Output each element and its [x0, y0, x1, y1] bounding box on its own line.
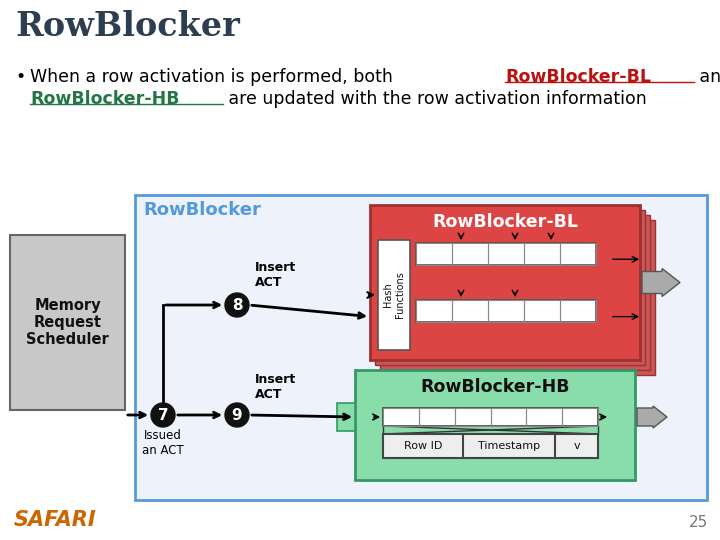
Bar	[454, 408, 490, 426]
Text: 9: 9	[232, 408, 243, 422]
Text: RowBlocker: RowBlocker	[143, 201, 261, 219]
Text: •: •	[15, 68, 25, 86]
Text: SAFARI: SAFARI	[14, 510, 96, 530]
Bar	[416, 300, 596, 322]
Text: RowBlocker-HB: RowBlocker-HB	[420, 378, 570, 396]
FancyArrow shape	[637, 406, 667, 428]
Text: Memory
Request
Scheduler: Memory Request Scheduler	[26, 298, 109, 347]
Bar	[135, 195, 707, 500]
Bar	[419, 408, 454, 426]
Circle shape	[225, 403, 249, 427]
Bar	[337, 403, 355, 431]
Bar	[490, 408, 526, 426]
Text: Timestamp: Timestamp	[477, 441, 540, 451]
Text: Insert
ACT: Insert ACT	[255, 261, 296, 289]
Bar	[488, 300, 524, 322]
Text: are updated with the row activation information: are updated with the row activation info…	[223, 90, 647, 108]
Bar	[452, 300, 488, 322]
Bar	[10, 235, 125, 410]
Text: 8: 8	[232, 298, 243, 313]
FancyArrow shape	[642, 268, 680, 296]
Bar	[378, 240, 410, 350]
Text: Issued
an ACT: Issued an ACT	[142, 429, 184, 457]
Bar	[452, 243, 488, 265]
Text: Insert
ACT: Insert ACT	[255, 373, 296, 401]
Bar	[355, 370, 635, 480]
Bar	[560, 300, 596, 322]
Text: v: v	[573, 441, 580, 451]
Circle shape	[225, 293, 249, 317]
Bar	[524, 300, 560, 322]
Text: Hash
Functions: Hash Functions	[383, 272, 405, 319]
Text: RowBlocker-HB: RowBlocker-HB	[30, 90, 179, 108]
Text: RowBlocker-BL: RowBlocker-BL	[432, 213, 578, 231]
Bar	[416, 243, 452, 265]
Bar	[416, 300, 452, 322]
Bar	[385, 220, 655, 375]
Circle shape	[151, 403, 175, 427]
Bar	[524, 243, 560, 265]
Bar	[560, 243, 596, 265]
Text: When a row activation is performed, both: When a row activation is performed, both	[30, 68, 398, 86]
Text: 7: 7	[158, 408, 168, 422]
Text: RowBlocker: RowBlocker	[15, 10, 240, 43]
Text: and: and	[693, 68, 720, 86]
Text: Row ID: Row ID	[404, 441, 442, 451]
Text: RowBlocker-BL: RowBlocker-BL	[505, 68, 652, 86]
Bar	[383, 434, 598, 458]
Bar	[526, 408, 562, 426]
Bar	[383, 408, 598, 426]
Bar	[370, 205, 640, 360]
Bar	[488, 243, 524, 265]
Bar	[380, 215, 650, 370]
Text: 25: 25	[689, 515, 708, 530]
Bar	[383, 408, 419, 426]
Bar	[562, 408, 598, 426]
Bar	[416, 243, 596, 265]
Bar	[375, 210, 645, 365]
